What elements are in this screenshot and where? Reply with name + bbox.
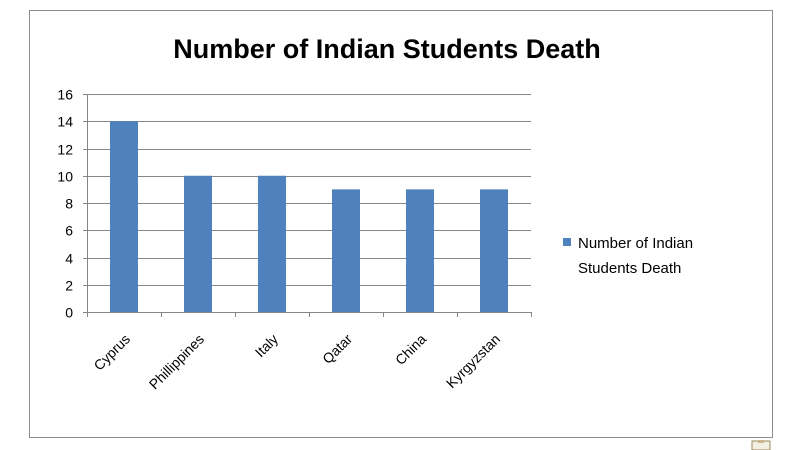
y-tick-label: 6 xyxy=(65,223,73,239)
x-tick-labels: Cyprus Phillippines Italy Qatar China Kyrgyzs… xyxy=(90,331,503,393)
clipboard-icon xyxy=(751,440,771,450)
axes xyxy=(83,94,532,317)
bar-cyprus xyxy=(110,121,138,312)
legend: Number of Indian Students Death xyxy=(563,235,693,277)
bar-kyrgyzstan xyxy=(480,189,508,312)
y-tick-label: 16 xyxy=(57,87,73,103)
bar-phillippines xyxy=(184,175,212,312)
bar-qatar xyxy=(332,189,360,312)
chart-frame xyxy=(29,10,773,438)
y-tick-label: 12 xyxy=(57,142,73,158)
bar-china xyxy=(406,189,434,312)
chart-title: Number of Indian Students Death xyxy=(173,34,601,64)
x-tick-label: Qatar xyxy=(319,331,355,367)
x-tick-label: Italy xyxy=(252,331,281,360)
y-tick-label: 4 xyxy=(65,251,73,267)
x-tick-label: Phillippines xyxy=(146,331,207,392)
y-tick-label: 10 xyxy=(57,169,73,185)
gridlines xyxy=(87,94,531,286)
legend-label-line-1: Number of Indian xyxy=(578,235,693,252)
x-tick-label: China xyxy=(392,331,429,368)
x-tick-label: Kyrgyzstan xyxy=(443,331,503,391)
y-tick-label: 14 xyxy=(57,114,73,130)
y-tick-labels: 0 2 4 6 8 10 12 14 16 xyxy=(57,87,73,321)
y-tick-label: 2 xyxy=(65,278,73,294)
bar-italy xyxy=(258,175,286,312)
y-tick-label: 8 xyxy=(65,196,73,212)
x-tick-label: Cyprus xyxy=(90,331,133,374)
legend-label-line-2: Students Death xyxy=(578,260,681,277)
bars xyxy=(110,121,508,312)
legend-swatch xyxy=(563,238,571,246)
y-tick-label: 0 xyxy=(65,305,73,321)
